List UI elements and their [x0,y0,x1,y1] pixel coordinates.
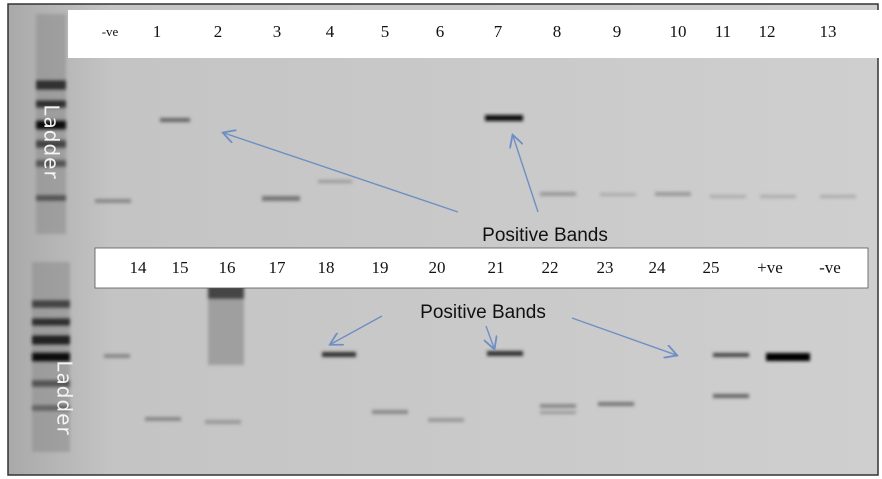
lane-label: 18 [318,258,335,277]
lane-label: 10 [670,22,687,41]
bands [95,115,856,424]
lane-label: -ve [819,258,841,277]
gel-background [7,3,879,476]
lane-label: 5 [381,22,390,41]
lane-label: 6 [436,22,445,41]
lane-label: 16 [219,258,236,277]
ladder-label: Ladder [40,104,64,179]
lane-label: 7 [494,22,503,41]
arrows [224,133,676,355]
lane-label: -ve [102,24,119,39]
lane-label: 25 [703,258,720,277]
lane-label: 3 [273,22,282,41]
lane-label: 20 [429,258,446,277]
lane-label: 12 [759,22,776,41]
ladder-smear [32,14,70,452]
lane-label: 13 [820,22,837,41]
lane-label: 24 [649,258,667,277]
annotation: Positive Bands [420,302,546,323]
lane-label: 22 [542,258,559,277]
lane-label: 21 [488,258,505,277]
bottom-label-strip [94,247,869,289]
lane-label: 8 [553,22,562,41]
lane-label: 14 [130,258,148,277]
top-label-strip [68,10,880,58]
lane-label: 15 [172,258,189,277]
lane-label: +ve [757,258,783,277]
lane-label: 9 [613,22,622,41]
lane-label: 4 [326,22,335,41]
lane-label: 2 [214,22,223,41]
ladder-label: Ladder [53,360,77,435]
lane-label: 11 [715,22,731,41]
lane-label: 17 [269,258,287,277]
annotation: Positive Bands [482,225,608,246]
lane-label: 19 [372,258,389,277]
lane-label: 1 [153,22,162,41]
lane-label: 23 [597,258,614,277]
